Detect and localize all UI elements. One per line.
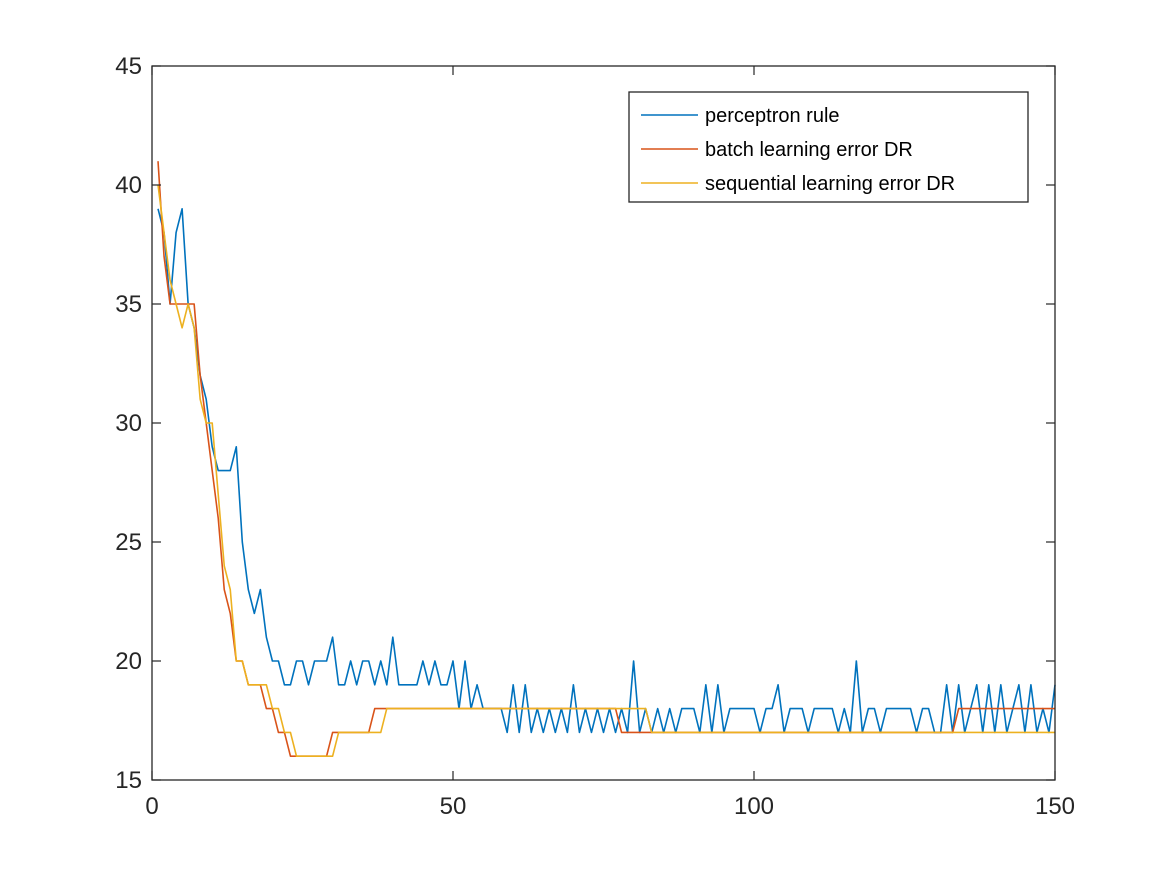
- x-tick-label: 0: [145, 793, 158, 820]
- series-line-0: [157, 208, 1056, 734]
- y-tick-label: 25: [115, 529, 142, 556]
- y-tick-label: 40: [115, 172, 142, 199]
- legend-label-perceptron: perceptron rule: [705, 105, 840, 127]
- y-tick-label: 45: [115, 53, 142, 80]
- series-layer: [157, 161, 1056, 758]
- y-tick-label: 20: [115, 648, 142, 675]
- legend: perceptron rule batch learning error DR …: [628, 91, 1029, 203]
- tick-layer: 0 50 100 150 15 20 25 30 35 40 45: [115, 53, 1075, 820]
- y-tick-label: 30: [115, 410, 142, 437]
- x-tick-label: 100: [734, 793, 774, 820]
- y-tick-label: 35: [115, 291, 142, 318]
- series-line-2: [157, 184, 1055, 758]
- y-tick-label: 15: [115, 767, 142, 794]
- legend-label-sequential: sequential learning error DR: [705, 173, 955, 195]
- x-tick-label: 50: [440, 793, 467, 820]
- legend-label-batch: batch learning error DR: [705, 139, 913, 161]
- x-tick-label: 150: [1035, 793, 1075, 820]
